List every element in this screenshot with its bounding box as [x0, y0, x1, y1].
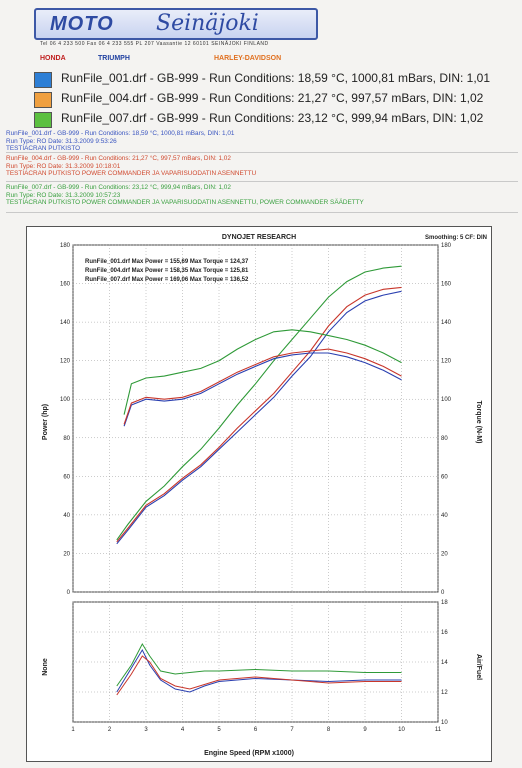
- x-tick-label: 7: [290, 727, 294, 733]
- legend-label: RunFile_004.drf - GB-999 - Run Condition…: [61, 91, 484, 105]
- y2-tick-label: 140: [441, 320, 452, 326]
- x-axis-label: Engine Speed (RPM x1000): [204, 750, 294, 757]
- max-power-annotation: RunFile_004.drf Max Power = 158,35 Max T…: [85, 268, 249, 274]
- max-power-annotation: RunFile_001.drf Max Power = 155,69 Max T…: [85, 259, 249, 265]
- run-info-line: Run Type: RO Date: 31.3.2009 9:53:26: [6, 137, 117, 145]
- run-info-007: RunFile_007.drf - GB-999 - Run Condition…: [6, 184, 518, 207]
- y-tick-label: 20: [63, 551, 70, 557]
- y2-tick-label: 100: [441, 397, 452, 403]
- run-info-line: TESTIACRAN PUTKISTO POWER COMMANDER JA V…: [6, 170, 257, 178]
- legend-swatch-green: [34, 112, 52, 128]
- run-info-001: RunFile_001.drf - GB-999 - Run Condition…: [6, 130, 518, 153]
- y2-tick-label: 0: [441, 590, 445, 596]
- y-tick-label: 0: [67, 590, 71, 596]
- run-info-line: TESTIACRAN PUTKISTO POWER COMMANDER JA V…: [6, 199, 364, 207]
- legend-swatch-blue: [34, 72, 52, 88]
- y2-tick-label: 120: [441, 359, 452, 365]
- legend-label: RunFile_007.drf - GB-999 - Run Condition…: [61, 111, 484, 125]
- y2-tick-label: 60: [441, 474, 448, 480]
- y-axis-label-torque: Torque (N-M): [475, 400, 482, 443]
- chart-title: DYNOJET RESEARCH: [222, 234, 296, 241]
- power-curve-RunFile_004.drf: [116, 286, 402, 543]
- run-info-line: RunFile_004.drf - GB-999 - Run Condition…: [6, 155, 231, 162]
- torque-curve-RunFile_001.drf: [123, 352, 402, 427]
- divider: [6, 212, 518, 213]
- run-info-line: TESTIACRAN PUTKISTO: [6, 145, 81, 153]
- smoothing-label: Smoothing: 5 CF: DIN: [425, 235, 487, 241]
- afr-tick-label: 10: [441, 720, 448, 726]
- x-tick-label: 3: [144, 727, 148, 733]
- y-tick-label: 80: [63, 436, 70, 442]
- chart-canvas: DYNOJET RESEARCH Smoothing: 5 CF: DIN Po…: [42, 234, 487, 757]
- y2-tick-label: 180: [441, 243, 452, 249]
- afr-tick-label: 12: [441, 690, 448, 696]
- logo-word-seinajoki: Seinäjoki: [156, 11, 259, 36]
- y-axis-label-afr: Air/Fuel: [475, 654, 482, 680]
- max-power-annotation: RunFile_007.drf Max Power = 169,06 Max T…: [85, 277, 249, 283]
- divider: [6, 181, 518, 182]
- x-tick-label: 4: [181, 727, 185, 733]
- afr-curve-RunFile_007.drf: [116, 642, 402, 687]
- x-tick-label: 2: [108, 727, 112, 733]
- brand-harley: HARLEY-DAVIDSON: [214, 55, 282, 62]
- afr-curve-RunFile_001.drf: [116, 648, 402, 693]
- torque-curve-RunFile_007.drf: [123, 329, 402, 415]
- contact-line: Tel 06 4 233 500 Fax 06 4 233 555 PL 207…: [40, 41, 269, 47]
- x-tick-label: 6: [254, 727, 258, 733]
- run-info-004: RunFile_004.drf - GB-999 - Run Condition…: [6, 155, 518, 178]
- afr-tick-label: 16: [441, 630, 448, 636]
- run-info-line: RunFile_007.drf - GB-999 - Run Condition…: [6, 184, 231, 191]
- y2-tick-label: 40: [441, 513, 448, 519]
- brand-logos: HONDA TRIUMPH HARLEY-DAVIDSON: [34, 55, 354, 69]
- y-axis-label-none: None: [42, 658, 49, 676]
- y2-tick-label: 160: [441, 282, 452, 288]
- x-tick-label: 9: [363, 727, 367, 733]
- logo-word-moto: MOTO: [50, 13, 114, 35]
- torque-curve-RunFile_004.drf: [123, 348, 402, 425]
- y-axis-label-power: Power (hp): [42, 404, 49, 440]
- divider: [6, 152, 518, 153]
- run-info-line: RunFile_001.drf - GB-999 - Run Condition…: [6, 130, 235, 137]
- y-tick-label: 120: [60, 359, 71, 365]
- y-tick-label: 60: [63, 474, 70, 480]
- x-tick-label: 11: [435, 727, 442, 733]
- legend-label: RunFile_001.drf - GB-999 - Run Condition…: [61, 71, 491, 85]
- y2-tick-label: 20: [441, 551, 448, 557]
- shop-logo: MOTO Seinäjoki Tel 06 4 233 500 Fax 06 4…: [24, 6, 324, 50]
- power-curve-RunFile_007.drf: [116, 265, 402, 541]
- y-tick-label: 40: [63, 513, 70, 519]
- y2-tick-label: 80: [441, 436, 448, 442]
- brand-triumph: TRIUMPH: [98, 55, 130, 62]
- y-tick-label: 180: [60, 243, 71, 249]
- run-info-line: Run Type: RO Date: 31.3.2009 10:57:23: [6, 191, 121, 199]
- y-tick-label: 160: [60, 282, 71, 288]
- x-tick-label: 5: [217, 727, 221, 733]
- logo-banner: MOTO Seinäjoki: [34, 8, 318, 40]
- legend-swatch-orange: [34, 92, 52, 108]
- afr-tick-label: 18: [441, 600, 448, 606]
- x-tick-label: 8: [327, 727, 331, 733]
- afr-curve-RunFile_004.drf: [116, 655, 402, 696]
- run-info-line: Run Type: RO Date: 31.3.2009 10:18:01: [6, 162, 121, 170]
- power-curve-RunFile_001.drf: [116, 290, 402, 545]
- dyno-chart: DYNOJET RESEARCH Smoothing: 5 CF: DIN Po…: [26, 226, 492, 762]
- x-tick-label: 10: [398, 727, 405, 733]
- afr-tick-label: 14: [441, 660, 448, 666]
- y-tick-label: 140: [60, 320, 71, 326]
- brand-honda: HONDA: [40, 55, 66, 62]
- x-tick-label: 1: [71, 727, 75, 733]
- y-tick-label: 100: [60, 397, 71, 403]
